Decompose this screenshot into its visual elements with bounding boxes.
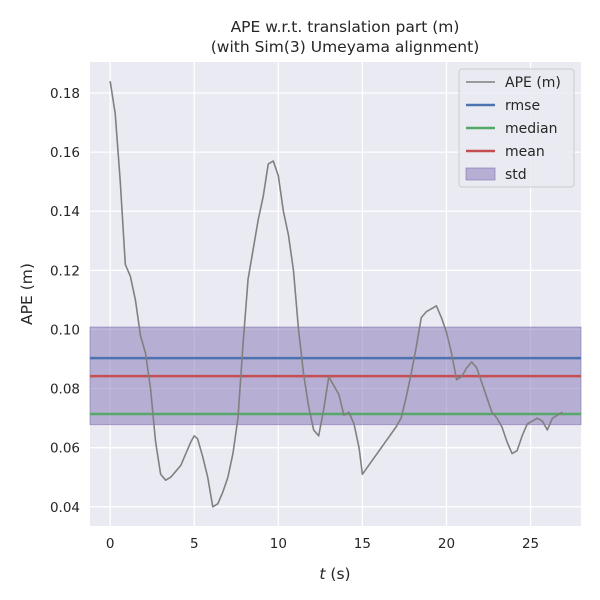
legend-swatch: [465, 167, 496, 181]
x-axis-label-unit: (s): [325, 565, 350, 583]
legend: APE (m) rmse median mean std: [458, 68, 575, 188]
y-tick-labels: 0.04 0.06 0.08 0.10 0.12 0.14 0.16 0.18: [50, 86, 80, 516]
x-axis-label: t (s): [319, 565, 350, 583]
legend-label: rmse: [505, 98, 540, 114]
y-tick-label: 0.16: [50, 145, 80, 161]
x-tick-label: 10: [270, 536, 287, 552]
y-tick-label: 0.04: [50, 500, 80, 516]
x-tick-label: 5: [190, 536, 199, 552]
chart-subtitle: (with Sim(3) Umeyama alignment): [211, 38, 480, 56]
x-tick-label: 15: [354, 536, 371, 552]
y-tick-label: 0.12: [50, 263, 80, 279]
series-layer: [90, 81, 581, 508]
y-tick-label: 0.14: [50, 204, 80, 220]
chart-title: APE w.r.t. translation part (m): [231, 18, 460, 36]
legend-label: median: [505, 121, 557, 137]
x-tick-labels: 0 5 10 15 20 25: [106, 536, 539, 552]
y-axis-label: APE (m): [18, 263, 36, 325]
y-tick-label: 0.06: [50, 441, 80, 457]
x-axis-label-variable: t: [319, 565, 326, 583]
legend-label: APE (m): [505, 75, 561, 91]
x-tick-label: 25: [522, 536, 539, 552]
x-tick-label: 20: [438, 536, 455, 552]
legend-label: mean: [505, 144, 545, 160]
y-tick-label: 0.08: [50, 382, 80, 398]
ape-series-line: [109, 81, 563, 508]
legend-label: std: [505, 167, 527, 183]
y-tick-label: 0.10: [50, 322, 80, 338]
y-tick-label: 0.18: [50, 86, 80, 102]
x-tick-label: 0: [106, 536, 115, 552]
legend-box: [458, 68, 575, 188]
